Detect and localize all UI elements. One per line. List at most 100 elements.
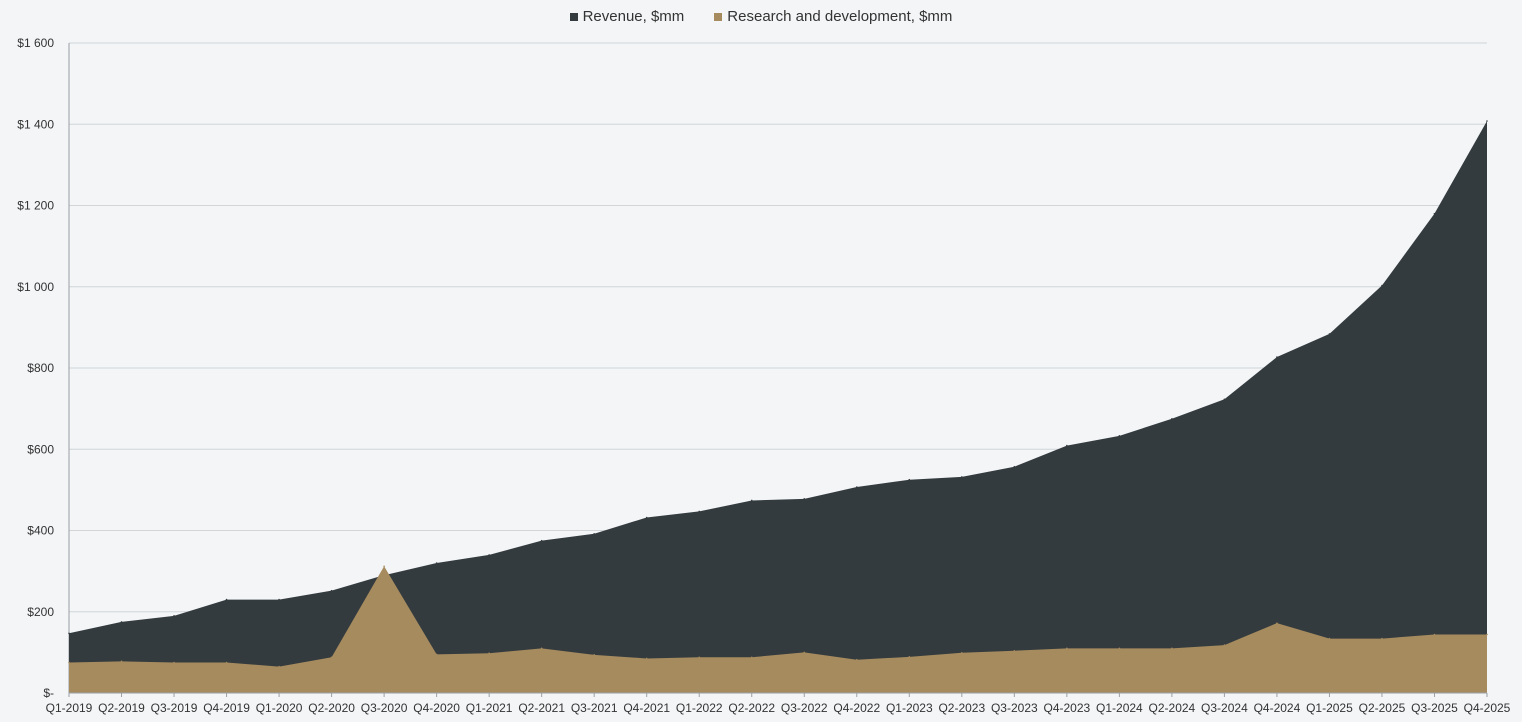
rnd-point — [593, 654, 595, 656]
revenue-point — [855, 486, 858, 488]
rnd-point — [1276, 622, 1278, 624]
rnd-point — [803, 651, 806, 654]
revenue-point — [698, 510, 701, 513]
revenue-point — [68, 632, 70, 635]
legend-item-revenue: Revenue, $mm — [569, 8, 685, 25]
revenue-point — [225, 598, 228, 601]
x-tick-label: Q1-2023 — [886, 701, 933, 715]
rnd-point — [1171, 647, 1173, 650]
revenue-point — [1223, 398, 1226, 401]
x-tick-label: Q1-2024 — [1096, 701, 1143, 715]
rnd-area — [69, 566, 1487, 693]
x-tick-label: Q4-2024 — [1254, 701, 1301, 715]
revenue-point — [540, 539, 543, 542]
y-tick-label: $1 000 — [17, 280, 54, 294]
rnd-point — [645, 657, 648, 660]
x-tick-label: Q4-2025 — [1464, 701, 1511, 715]
x-tick-label: Q1-2020 — [256, 701, 303, 715]
y-tick-label: $- — [43, 686, 54, 700]
x-tick-label: Q4-2022 — [833, 701, 880, 715]
rnd-point — [173, 661, 175, 664]
chart-legend: Revenue, $mm Research and development, $… — [0, 8, 1522, 25]
x-tick-label: Q1-2025 — [1306, 701, 1353, 715]
revenue-point — [1171, 417, 1173, 420]
x-tick-label: Q4-2023 — [1044, 701, 1091, 715]
legend-swatch-revenue — [569, 12, 578, 21]
revenue-point — [120, 621, 123, 623]
y-tick-label: $1 200 — [17, 199, 54, 213]
rnd-point — [1223, 644, 1226, 646]
revenue-point — [803, 498, 806, 500]
x-tick-label: Q4-2020 — [413, 701, 460, 715]
rnd-point — [68, 661, 70, 664]
revenue-point — [1276, 356, 1278, 358]
revenue-point — [488, 554, 490, 556]
revenue-point — [1328, 333, 1331, 335]
rnd-point — [855, 658, 858, 661]
x-tick-label: Q3-2025 — [1411, 701, 1458, 715]
revenue-area — [69, 121, 1487, 693]
rnd-point — [330, 656, 333, 659]
rnd-point — [1328, 637, 1331, 640]
rnd-point — [278, 665, 280, 668]
x-tick-label: Q3-2022 — [781, 701, 828, 715]
legend-swatch-rnd — [714, 12, 723, 21]
rnd-point — [1433, 633, 1436, 636]
revenue-point — [1381, 284, 1383, 287]
x-tick-label: Q2-2022 — [728, 701, 775, 715]
revenue-point — [330, 589, 333, 592]
rnd-point — [435, 653, 438, 656]
revenue-point — [908, 478, 911, 481]
rnd-point — [1013, 649, 1016, 652]
x-tick-label: Q1-2021 — [466, 701, 513, 715]
x-tick-label: Q1-2022 — [676, 701, 723, 715]
revenue-point — [1486, 120, 1488, 122]
revenue-point — [1066, 444, 1068, 447]
y-tick-label: $600 — [27, 442, 54, 456]
rnd-point — [1486, 633, 1488, 636]
rnd-point — [488, 652, 490, 654]
legend-label-rnd: Research and development, $mm — [727, 8, 953, 25]
revenue-point — [278, 598, 280, 601]
x-tick-label: Q2-2025 — [1359, 701, 1406, 715]
rnd-point — [120, 660, 123, 663]
revenue-point — [173, 615, 175, 617]
x-tick-label: Q3-2023 — [991, 701, 1038, 715]
x-tick-label: Q3-2020 — [361, 701, 408, 715]
rnd-point — [750, 656, 753, 659]
rnd-point — [383, 565, 385, 568]
rnd-point — [1118, 647, 1121, 650]
y-tick-label: $1 400 — [17, 117, 54, 131]
rnd-point — [540, 647, 543, 650]
revenue-point — [750, 499, 753, 502]
x-tick-label: Q2-2019 — [98, 701, 145, 715]
revenue-point — [435, 562, 438, 564]
x-tick-label: Q4-2019 — [203, 701, 250, 715]
revenue-point — [593, 532, 595, 535]
revenue-point — [1433, 212, 1436, 215]
x-tick-label: Q3-2019 — [151, 701, 198, 715]
y-tick-label: $1 600 — [17, 36, 54, 50]
x-tick-label: Q3-2024 — [1201, 701, 1248, 715]
rnd-point — [961, 651, 963, 654]
legend-label-revenue: Revenue, $mm — [582, 8, 685, 25]
revenue-point — [961, 476, 963, 478]
rnd-point — [908, 656, 911, 658]
rnd-point — [698, 656, 701, 659]
rnd-point — [225, 661, 228, 664]
x-tick-label: Q2-2023 — [938, 701, 985, 715]
legend-item-rnd: Research and development, $mm — [714, 8, 952, 25]
y-tick-label: $400 — [27, 524, 54, 538]
x-tick-label: Q2-2020 — [308, 701, 355, 715]
rnd-point — [1381, 637, 1383, 640]
x-tick-label: Q3-2021 — [571, 701, 618, 715]
x-tick-label: Q2-2021 — [518, 701, 565, 715]
rnd-point — [1066, 647, 1068, 650]
x-tick-label: Q1-2019 — [46, 701, 93, 715]
revenue-point — [1013, 465, 1016, 468]
x-tick-label: Q2-2024 — [1149, 701, 1196, 715]
revenue-point — [645, 516, 648, 519]
y-tick-label: $800 — [27, 361, 54, 375]
x-tick-label: Q4-2021 — [623, 701, 670, 715]
